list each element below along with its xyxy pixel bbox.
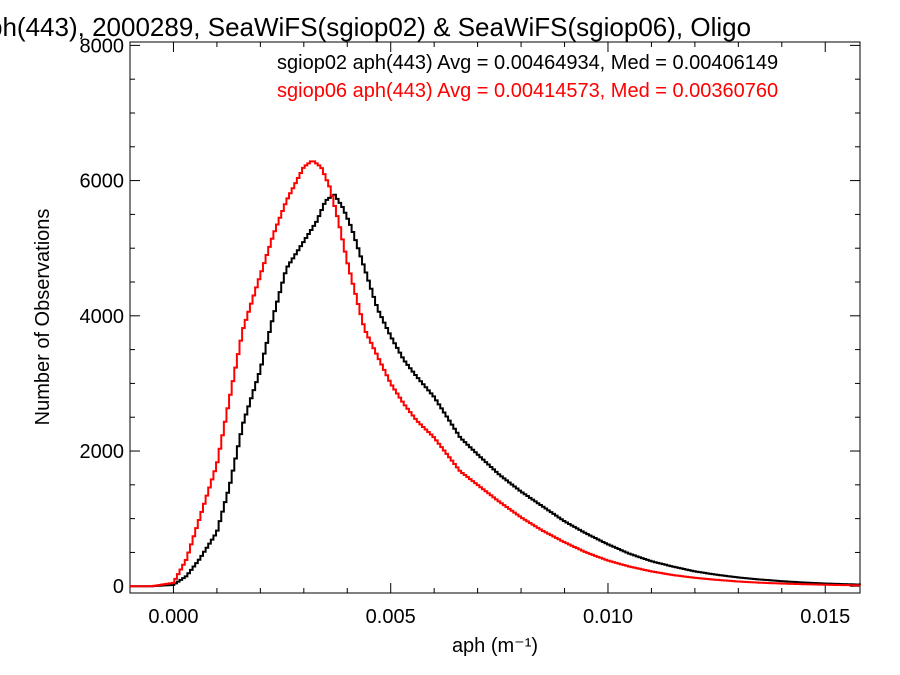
series-layer	[130, 160, 861, 588]
x-tick-label: 0.010	[583, 606, 633, 628]
plot-frame	[129, 41, 861, 594]
x-tick-label: 0.005	[366, 606, 416, 628]
y-tick-label: 4000	[80, 306, 125, 328]
x-tick-label: 0.015	[800, 606, 850, 628]
y-tick-label: 2000	[80, 441, 125, 463]
legend-entry-1: sgiop06 aph(443) Avg = 0.00414573, Med =…	[277, 80, 778, 102]
chart-title: ph(443), 2000289, SeaWiFS(sgiop02) & Sea…	[0, 12, 751, 42]
legend-entry-0: sgiop02 aph(443) Avg = 0.00464934, Med =…	[277, 52, 778, 74]
y-tick-label: 8000	[80, 35, 125, 57]
y-tick-label: 6000	[80, 171, 125, 193]
x-axis-title: aph (m⁻¹)	[452, 635, 538, 657]
y-tick-label: 0	[113, 576, 124, 598]
series-line-1	[130, 160, 861, 588]
axis-ticks: 0.000 0.005 0.010 0.015 0 2000 4000 6000 8000	[80, 35, 860, 628]
series-line-0	[130, 193, 861, 588]
x-tick-label: 0.000	[148, 606, 198, 628]
y-axis-title: Number of Observations	[32, 209, 54, 426]
